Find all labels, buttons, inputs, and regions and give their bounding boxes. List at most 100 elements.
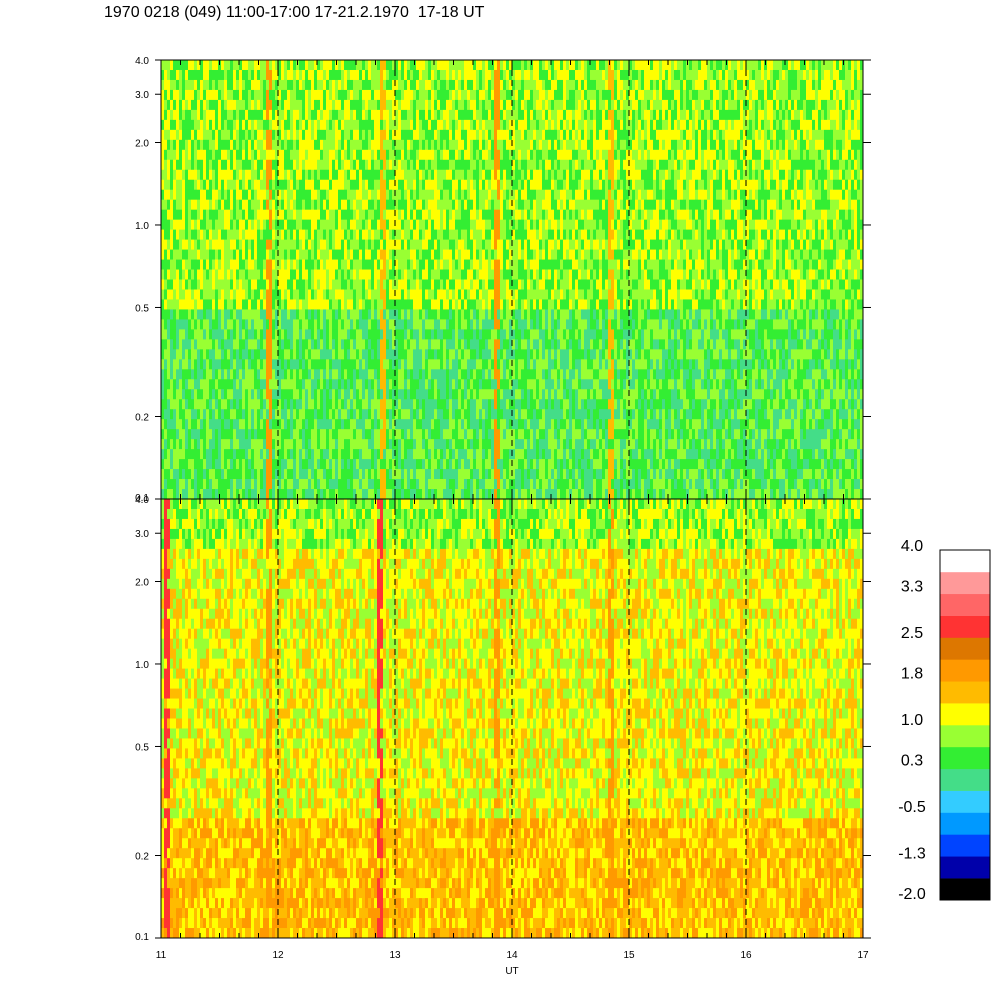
heatmap-cell (257, 419, 261, 430)
heatmap-cell (263, 279, 267, 290)
heatmap-cell (206, 69, 210, 81)
heatmap-cell (335, 169, 339, 181)
heatmap-cell (293, 399, 297, 410)
heatmap-cell (326, 419, 330, 430)
heatmap-cell (248, 439, 252, 450)
heatmap-cell (170, 209, 174, 221)
heatmap-cell (443, 89, 447, 101)
heatmap-cell (323, 449, 327, 460)
heatmap-cell (473, 479, 477, 490)
heatmap-cell (452, 359, 456, 370)
heatmap-cell (497, 109, 501, 121)
heatmap-cell (422, 169, 426, 181)
heatmap-cell (293, 159, 297, 171)
heatmap-cell (389, 479, 393, 490)
heatmap-cell (485, 289, 489, 300)
heatmap-cell (407, 119, 411, 131)
heatmap-cell (305, 199, 309, 211)
heatmap-cell (413, 139, 417, 151)
heatmap-cell (374, 339, 378, 350)
heatmap-cell (467, 419, 471, 430)
heatmap-cell (200, 229, 204, 240)
heatmap-cell (386, 399, 390, 410)
heatmap-cell (254, 429, 258, 440)
heatmap-cell (302, 209, 306, 221)
heatmap-cell (224, 489, 228, 500)
heatmap-cell (248, 169, 252, 181)
heatmap-cell (419, 249, 423, 260)
heatmap-cell (251, 169, 255, 181)
heatmap-cell (443, 319, 447, 330)
heatmap-cell (224, 409, 228, 420)
heatmap-cell (224, 89, 228, 101)
heatmap-cell (293, 369, 297, 380)
heatmap-cell (446, 399, 450, 410)
heatmap-cell (407, 459, 411, 470)
heatmap-cell (362, 149, 366, 161)
heatmap-cell (194, 279, 198, 290)
heatmap-cell (170, 369, 174, 380)
heatmap-cell (440, 449, 444, 460)
heatmap-cell (209, 329, 213, 340)
heatmap-cell (293, 259, 297, 270)
heatmap-cell (314, 279, 318, 290)
heatmap-cell (311, 199, 315, 211)
heatmap-cell (440, 239, 444, 250)
heatmap-cell (440, 439, 444, 450)
heatmap-cell (257, 399, 261, 410)
heatmap-cell (362, 199, 366, 211)
heatmap-cell (410, 169, 414, 181)
heatmap-cell (200, 309, 204, 320)
heatmap-cell (410, 239, 414, 250)
heatmap-cell (449, 79, 453, 91)
heatmap-cell (221, 249, 225, 260)
heatmap-cell (476, 379, 480, 390)
heatmap-cell (500, 219, 504, 231)
heatmap-cell (260, 149, 264, 161)
heatmap-cell (332, 489, 336, 500)
heatmap-cell (407, 109, 411, 121)
heatmap-cell (383, 139, 387, 151)
heatmap-cell (443, 339, 447, 350)
heatmap-cell (398, 249, 402, 260)
heatmap-cell (161, 329, 165, 340)
heatmap-cell (293, 169, 297, 181)
heatmap-cell (221, 269, 225, 280)
heatmap-cell (230, 109, 234, 121)
heatmap-cell (311, 249, 315, 260)
heatmap-cell (353, 69, 357, 81)
heatmap-cell (446, 439, 450, 450)
heatmap-cell (317, 459, 321, 470)
heatmap-cell (182, 149, 186, 161)
heatmap-cell (371, 139, 375, 151)
heatmap-cell (161, 479, 165, 490)
heatmap-cell (203, 79, 207, 91)
heatmap-cell (236, 409, 240, 420)
heatmap-cell (407, 139, 411, 151)
heatmap-cell (437, 239, 441, 250)
heatmap-cell (386, 60, 390, 71)
heatmap-cell (413, 179, 417, 191)
heatmap-cell (404, 449, 408, 460)
heatmap-cell (182, 329, 186, 340)
heatmap-cell (338, 329, 342, 340)
heatmap-cell (491, 439, 495, 450)
heatmap-cell (176, 449, 180, 460)
heatmap-cell (467, 339, 471, 350)
heatmap-cell (386, 379, 390, 390)
heatmap-cell (170, 89, 174, 101)
heatmap-cell (227, 349, 231, 360)
heatmap-cell (416, 149, 420, 161)
heatmap-cell (302, 109, 306, 121)
heatmap-cell (287, 179, 291, 191)
heatmap-cell (398, 369, 402, 380)
heatmap-cell (440, 209, 444, 221)
heatmap-cell (218, 369, 222, 380)
heatmap-cell (458, 399, 462, 410)
heatmap-cell (314, 459, 318, 470)
heatmap-cell (311, 389, 315, 400)
heatmap-cell (203, 419, 207, 430)
heatmap-cell (284, 449, 288, 460)
heatmap-cell (287, 159, 291, 171)
heatmap-cell (272, 449, 276, 460)
